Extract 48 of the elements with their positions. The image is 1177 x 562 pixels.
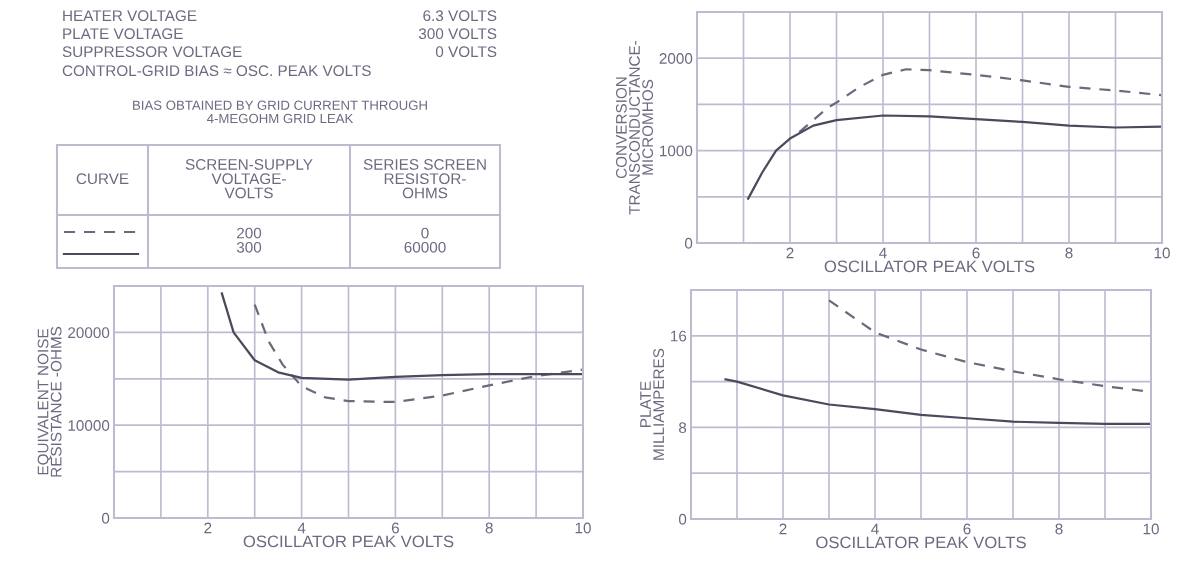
x-axis-title: OSCILLATOR PEAK VOLTS	[824, 260, 1035, 273]
x-axis-title: OSCILLATOR PEAK VOLTS	[816, 536, 1026, 549]
text: 200 300	[236, 227, 262, 253]
x-tick-label: 8	[1065, 247, 1073, 259]
x-tick-label: 4	[871, 523, 879, 535]
x-tick-label: 2	[779, 523, 787, 535]
y-tick-label: 0	[684, 237, 693, 249]
text: BIAS OBTAINED BY GRID CURRENT THROUGH 4-MEGOHM GRID LEAK	[133, 100, 427, 124]
text: 6.3 VOLTS	[423, 10, 497, 22]
x-tick-label: 4	[297, 522, 306, 534]
x-tick-label: 10	[575, 522, 591, 534]
y-axis-title: PLATE MILLIAMPERES	[640, 348, 665, 460]
x-tick-label: 2	[786, 247, 794, 259]
text: HEATER VOLTAGE	[63, 10, 197, 22]
line-series	[724, 378, 1151, 426]
line-series	[220, 292, 583, 381]
text: CURVE	[76, 173, 129, 185]
y-tick-label: 0	[101, 512, 110, 524]
text: 300 VOLTS	[418, 28, 497, 40]
text: 0 60000	[404, 227, 446, 253]
x-tick-label: 4	[879, 247, 887, 259]
text: SERIES SCREEN RESISTOR- OHMS	[363, 159, 486, 199]
x-tick-label: 6	[963, 523, 971, 535]
line-series	[253, 303, 583, 404]
text: CONTROL-GRID BIAS ≈ OSC. PEAK VOLTS	[62, 65, 371, 77]
x-tick-label: 8	[485, 522, 493, 534]
line-series	[747, 114, 1162, 200]
text: PLATE VOLTAGE	[63, 28, 183, 40]
x-tick-label: 8	[1055, 523, 1063, 535]
y-tick-label: 2000	[659, 53, 693, 64]
y-tick-label: 10000	[68, 420, 110, 431]
y-tick-label: 16	[671, 330, 687, 342]
text: SUPPRESSOR VOLTAGE	[62, 46, 242, 58]
x-tick-label: 2	[204, 522, 212, 534]
x-tick-label: 6	[972, 247, 980, 259]
x-tick-label: 10	[1154, 247, 1170, 259]
y-tick-label: 0	[678, 513, 687, 525]
y-tick-label: 8	[679, 422, 687, 434]
y-tick-label: 20000	[68, 327, 110, 339]
y-axis-title: EQUIVALENT NOISE RESISTANCE -OHMS	[37, 326, 62, 477]
x-tick-label: 6	[391, 522, 399, 534]
text: SCREEN-SUPPLY VOLTAGE- VOLTS	[185, 159, 313, 199]
text: 0 VOLTS	[435, 46, 497, 58]
x-tick-label: 10	[1143, 523, 1159, 535]
line-series	[798, 68, 1162, 134]
y-tick-label: 1000	[660, 145, 693, 157]
y-axis-title: CONVERSION TRANSCONDUCTANCE- MICROMHOS	[615, 40, 654, 215]
x-axis-title: OSCILLATOR PEAK VOLTS	[243, 535, 454, 548]
